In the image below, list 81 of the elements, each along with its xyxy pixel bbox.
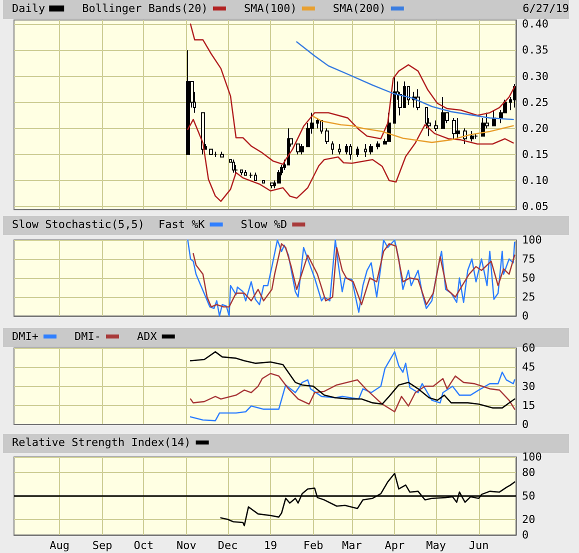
- y-tick-label: 80: [522, 466, 536, 480]
- line-series: [190, 351, 516, 422]
- x-tick-label: May: [426, 539, 446, 552]
- line-series: [192, 243, 516, 308]
- y-tick-label: 0.15: [522, 148, 548, 161]
- candlestick: [262, 180, 265, 184]
- legend-label: Bollinger Bands(20): [82, 2, 208, 15]
- candlestick: [441, 96, 445, 129]
- line-series: [190, 372, 516, 412]
- x-tick-label: Oct: [134, 539, 154, 552]
- x-tick-label: Sep: [92, 539, 112, 552]
- y-tick-label: 0.05: [522, 200, 548, 213]
- candlestick: [492, 110, 496, 126]
- candlestick: [232, 159, 235, 174]
- y-tick-label: 50: [522, 490, 536, 502]
- y-tick-label: 0.25: [522, 96, 548, 109]
- x-tick-label: Apr: [384, 539, 405, 552]
- y-tick-label: 50: [522, 272, 536, 284]
- y-tick-label: 15: [522, 398, 536, 412]
- candlestick: [376, 140, 380, 150]
- legend-label: Fast %K: [158, 218, 206, 231]
- y-tick-label: 60: [522, 342, 536, 354]
- candlestick: [331, 140, 334, 155]
- legend-label: Relative Strength Index(14): [12, 436, 191, 449]
- candlestick: [349, 143, 352, 160]
- line-series: [190, 24, 516, 165]
- x-tick-label: Jun: [468, 539, 489, 552]
- legend-label: ADX: [136, 330, 158, 343]
- legend-label: SMA(200): [332, 2, 386, 15]
- candlestick: [470, 130, 474, 142]
- y-tick-label: 30: [522, 380, 536, 393]
- candlestick: [356, 146, 359, 158]
- candlestick: [393, 76, 396, 124]
- y-tick-label: 20: [522, 512, 536, 526]
- candlestick: [240, 170, 243, 176]
- candlestick: [369, 143, 373, 155]
- y-tick-label: 25: [522, 290, 536, 304]
- y-tick-label: 100: [522, 450, 542, 464]
- candlestick: [474, 133, 478, 140]
- y-tick-label: 45: [522, 360, 536, 374]
- candlestick: [249, 172, 253, 178]
- candlestick: [434, 120, 438, 132]
- candlestick: [220, 151, 224, 158]
- candlestick: [452, 117, 456, 140]
- x-tick-label: 19: [264, 539, 278, 552]
- line-series: [312, 116, 514, 144]
- candlestick: [296, 143, 300, 155]
- candlestick: [364, 143, 367, 158]
- legend-label: SMA(100): [244, 2, 297, 15]
- candlestick: [244, 170, 247, 176]
- candlestick: [300, 143, 304, 155]
- x-tick-label: Aug: [50, 539, 70, 552]
- line-series: [187, 118, 514, 202]
- y-tick-label: 100: [522, 234, 542, 246]
- candlestick: [456, 117, 460, 140]
- legend-label: DMI+: [12, 330, 39, 343]
- candlestick: [338, 143, 341, 155]
- y-tick-label: 0.20: [522, 122, 548, 135]
- legend-label: Slow %D: [240, 218, 288, 231]
- legend-label: DMI-: [74, 330, 101, 343]
- y-tick-label: 0.10: [522, 174, 548, 187]
- line-series: [190, 351, 516, 409]
- y-tick-label: 0.30: [522, 70, 548, 83]
- y-tick-label: 0: [522, 310, 529, 322]
- x-tick-label: Dec: [218, 539, 238, 552]
- y-tick-label: 0: [522, 528, 529, 542]
- text: 6/27/19: [522, 2, 569, 15]
- y-tick-label: 0.40: [522, 18, 548, 31]
- chart-title: Slow Stochastic(5,5): [12, 218, 144, 231]
- line-series: [187, 239, 516, 317]
- candlestick: [325, 128, 329, 144]
- y-tick-label: 0.35: [522, 44, 548, 57]
- line-series: [296, 41, 514, 120]
- x-tick-label: Feb: [303, 539, 324, 552]
- candlestick: [513, 84, 516, 108]
- legend-label: Daily: [12, 2, 46, 15]
- x-tick-label: Nov: [176, 539, 197, 552]
- candlestick: [209, 148, 213, 155]
- y-tick-label: 0: [522, 418, 529, 431]
- x-tick-label: Mar: [342, 539, 362, 552]
- y-tick-label: 75: [522, 252, 536, 266]
